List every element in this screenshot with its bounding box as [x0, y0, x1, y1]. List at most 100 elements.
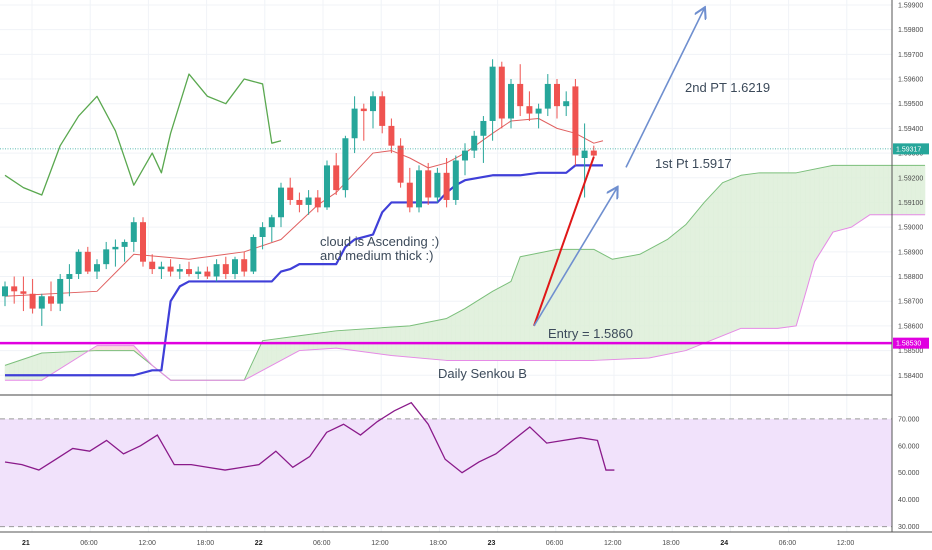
cloud-segment — [391, 326, 397, 357]
trade-arrows — [533, 9, 704, 327]
price-tick-label: 1.58900 — [898, 249, 923, 256]
price-lines — [0, 148, 892, 345]
candle-body-bearish — [425, 170, 432, 198]
cloud-segment — [846, 165, 852, 229]
cloud-segment — [50, 352, 56, 375]
cloud-segment — [381, 327, 388, 356]
cloud-segment — [501, 283, 507, 361]
cloud-segment — [851, 165, 857, 228]
cloud-segment — [368, 328, 374, 354]
time-tick-label: 06:00 — [80, 540, 98, 547]
cloud-segment — [731, 176, 737, 333]
candle-body-bearish — [48, 296, 54, 304]
candle-body-bullish — [232, 259, 238, 275]
candle-body-bullish — [2, 286, 8, 297]
kijun-sen-line — [5, 164, 603, 377]
cloud-segment — [878, 165, 884, 216]
cloud-segment — [768, 172, 774, 329]
cloud-segment — [483, 293, 489, 361]
up-arrow-second-target — [625, 9, 704, 168]
candle-body-bullish — [94, 264, 100, 272]
cloud-segment — [27, 355, 33, 381]
cloud-segment — [680, 224, 687, 352]
price-tick-label: 1.59700 — [898, 52, 923, 59]
candle-body-bearish — [572, 86, 579, 156]
cloud-segment — [892, 165, 898, 216]
cloud-segment — [128, 345, 135, 351]
cloud-segment — [13, 360, 20, 381]
cloud-segment — [331, 330, 337, 349]
rsi-tick-label: 70.000 — [898, 416, 920, 423]
candle-body-bearish — [149, 261, 156, 270]
cloud-segment — [492, 288, 498, 361]
candle-body-bearish — [20, 291, 27, 294]
rsi-tick-label: 50.000 — [898, 470, 920, 477]
candle-body-bearish — [498, 66, 505, 119]
cloud-segment — [722, 180, 728, 337]
candle-body-bullish — [535, 108, 542, 114]
cloud-segment — [818, 166, 825, 256]
candle-body-bearish — [140, 222, 146, 262]
cloud-segment — [432, 319, 438, 360]
cloud-segment — [920, 165, 926, 216]
rsi-band — [0, 418, 892, 527]
time-tick-label: 24 — [720, 540, 728, 547]
candle-body-bullish — [351, 108, 358, 139]
candle-body-bearish — [222, 264, 229, 275]
cloud-segment — [763, 172, 769, 329]
entry-label: Entry = 1.5860 — [548, 326, 633, 341]
cloud-segment — [446, 315, 452, 361]
cloud-segment — [644, 248, 650, 359]
current-price-badge-label: 1.59317 — [896, 146, 921, 153]
cloud-segment — [855, 165, 861, 225]
candle-body-bullish — [250, 237, 257, 272]
candle-body-bullish — [112, 246, 119, 250]
indicator-lines — [4, 73, 925, 381]
cloud-segment — [354, 328, 360, 352]
support-price-badge-label: 1.58530 — [896, 341, 921, 348]
cloud-segment — [9, 361, 15, 381]
candle-body-bearish — [29, 293, 36, 309]
candle-body-bullish — [370, 96, 376, 112]
cloud-segment — [699, 201, 705, 346]
cloud-segment — [280, 337, 286, 361]
cloud-segment — [828, 165, 834, 241]
candlesticks — [2, 59, 597, 326]
time-tick-label: 22 — [255, 540, 263, 547]
time-tick-label: 12:00 — [371, 540, 389, 547]
cloud-segment — [349, 329, 355, 351]
second-target-label: 2nd PT 1.6219 — [685, 80, 770, 95]
senkou-span-b-line — [5, 214, 925, 381]
cloud-segment — [657, 241, 664, 357]
cloud-segment — [883, 165, 889, 216]
candle-body-bearish — [167, 266, 174, 272]
cloud-segment — [671, 231, 677, 354]
cloud-segment — [404, 325, 411, 358]
candle-body-bullish — [581, 150, 588, 158]
current-price-badge — [893, 143, 929, 155]
candle-body-bullish — [103, 249, 110, 265]
cloud-segment — [335, 330, 342, 350]
cloud-segment — [322, 331, 328, 350]
cloud-segment — [46, 352, 52, 378]
cloud-segment — [809, 168, 815, 278]
cloud-segment — [901, 165, 907, 216]
candle-body-bearish — [296, 199, 303, 205]
cloud-segment — [772, 172, 779, 329]
candle-body-bullish — [434, 172, 441, 198]
candle-body-bullish — [462, 150, 468, 161]
cloud-segment — [832, 165, 838, 233]
candle-body-bearish — [388, 125, 395, 146]
time-tick-label: 06:00 — [546, 540, 564, 547]
cloud-segment — [713, 186, 719, 340]
price-tick-label: 1.59000 — [898, 225, 923, 232]
cloud-segment — [317, 332, 323, 350]
candle-body-bullish — [57, 278, 64, 304]
cloud-segment — [874, 165, 880, 216]
cloud-segment — [119, 345, 125, 351]
cloud-segment — [124, 345, 130, 351]
up-arrow-first-target — [533, 188, 617, 327]
cloud-segment — [726, 178, 733, 335]
price-tick-label: 1.59400 — [898, 126, 923, 133]
cloud-segment — [694, 207, 700, 348]
